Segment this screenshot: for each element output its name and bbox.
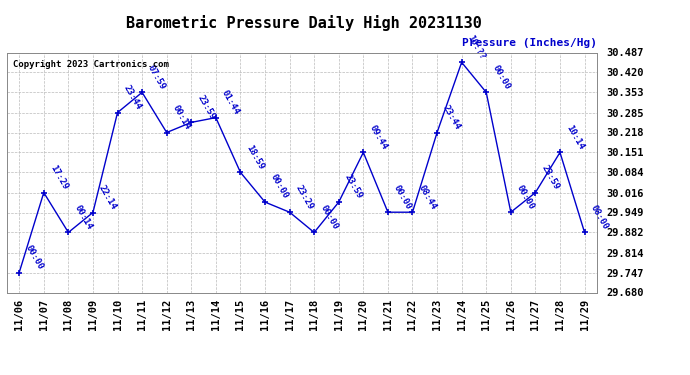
- Text: 18:59: 18:59: [244, 143, 266, 171]
- Text: 00:14: 00:14: [72, 203, 94, 231]
- Text: 00:00: 00:00: [515, 183, 536, 211]
- Text: Barometric Pressure Daily High 20231130: Barometric Pressure Daily High 20231130: [126, 15, 482, 31]
- Text: 23:59: 23:59: [343, 173, 364, 201]
- Text: 00:14: 00:14: [171, 104, 192, 131]
- Text: 00:00: 00:00: [491, 63, 511, 91]
- Text: 22:14: 22:14: [97, 183, 118, 211]
- Text: 00:00: 00:00: [23, 243, 45, 271]
- Text: 00:00: 00:00: [392, 183, 413, 211]
- Text: 08:44: 08:44: [417, 183, 438, 211]
- Text: 08:00: 08:00: [589, 203, 610, 231]
- Text: 10:14: 10:14: [564, 123, 585, 151]
- Text: 23:59: 23:59: [540, 164, 561, 191]
- Text: 07:59: 07:59: [146, 63, 168, 91]
- Text: Pressure (Inches/Hg): Pressure (Inches/Hg): [462, 38, 597, 48]
- Text: 17:29: 17:29: [48, 164, 69, 191]
- Text: 23:29: 23:29: [294, 183, 315, 211]
- Text: 23:44: 23:44: [441, 104, 462, 131]
- Text: 01:44: 01:44: [220, 88, 242, 116]
- Text: 00:00: 00:00: [318, 203, 339, 231]
- Text: 09:44: 09:44: [368, 123, 388, 151]
- Text: 10:??: 10:??: [466, 33, 487, 61]
- Text: Copyright 2023 Cartronics.com: Copyright 2023 Cartronics.com: [13, 60, 168, 69]
- Text: 23:44: 23:44: [121, 83, 143, 111]
- Text: 23:59: 23:59: [195, 93, 217, 121]
- Text: 00:00: 00:00: [269, 173, 290, 201]
